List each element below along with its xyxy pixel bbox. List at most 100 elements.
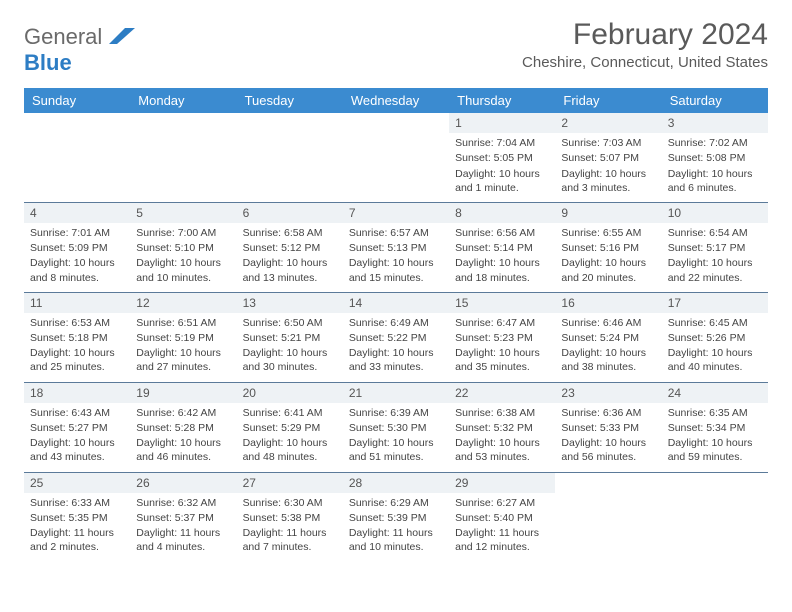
sunset-text: Sunset: 5:28 PM — [136, 421, 230, 435]
daylight-text: Daylight: 11 hours and 10 minutes. — [349, 526, 443, 554]
day-cell: 20Sunrise: 6:41 AMSunset: 5:29 PMDayligh… — [237, 383, 343, 472]
day-number: 7 — [343, 203, 449, 223]
sunrise-text: Sunrise: 6:38 AM — [455, 406, 549, 420]
sunset-text: Sunset: 5:34 PM — [668, 421, 762, 435]
day-number: 8 — [449, 203, 555, 223]
sunset-text: Sunset: 5:21 PM — [243, 331, 337, 345]
day-cell: 24Sunrise: 6:35 AMSunset: 5:34 PMDayligh… — [662, 383, 768, 472]
sunset-text: Sunset: 5:30 PM — [349, 421, 443, 435]
sunrise-text: Sunrise: 6:47 AM — [455, 316, 549, 330]
day-number: 5 — [130, 203, 236, 223]
sunrise-text: Sunrise: 6:56 AM — [455, 226, 549, 240]
day-cell: 11Sunrise: 6:53 AMSunset: 5:18 PMDayligh… — [24, 293, 130, 382]
daylight-text: Daylight: 10 hours and 35 minutes. — [455, 346, 549, 374]
day-number: 2 — [555, 113, 661, 133]
daylight-text: Daylight: 10 hours and 59 minutes. — [668, 436, 762, 464]
day-number: 4 — [24, 203, 130, 223]
day-number: 17 — [662, 293, 768, 313]
sunrise-text: Sunrise: 6:30 AM — [243, 496, 337, 510]
sunset-text: Sunset: 5:37 PM — [136, 511, 230, 525]
day-number: 23 — [555, 383, 661, 403]
weekday-label: Wednesday — [343, 88, 449, 113]
day-cell: 1 Sunrise: 7:04 AMSunset: 5:05 PM Daylight… — [449, 113, 555, 202]
day-cell: 19Sunrise: 6:42 AMSunset: 5:28 PMDayligh… — [130, 383, 236, 472]
daylight-text: Daylight: 11 hours and 12 minutes. — [455, 526, 549, 554]
week-row: 4Sunrise: 7:01 AMSunset: 5:09 PMDaylight… — [24, 203, 768, 293]
sunset-text: Sunset: 5:18 PM — [30, 331, 124, 345]
week-row: 25Sunrise: 6:33 AMSunset: 5:35 PMDayligh… — [24, 473, 768, 562]
sunset-text: Sunset: 5:16 PM — [561, 241, 655, 255]
sunrise-text: Sunrise: 6:36 AM — [561, 406, 655, 420]
sunset-text: Sunset: 5:10 PM — [136, 241, 230, 255]
location-text: Cheshire, Connecticut, United States — [522, 54, 768, 71]
month-title: February 2024 — [522, 18, 768, 52]
sunset-text: Sunset: 5:14 PM — [455, 241, 549, 255]
sunset-text: Sunset: 5:38 PM — [243, 511, 337, 525]
sunset-text: Sunset: 5:32 PM — [455, 421, 549, 435]
flag-icon — [109, 28, 135, 44]
day-cell: 25Sunrise: 6:33 AMSunset: 5:35 PMDayligh… — [24, 473, 130, 562]
day-cell: 16Sunrise: 6:46 AMSunset: 5:24 PMDayligh… — [555, 293, 661, 382]
weeks-container: 1 Sunrise: 7:04 AMSunset: 5:05 PM Daylight… — [24, 113, 768, 561]
daylight-text: Daylight: 10 hours and 22 minutes. — [668, 256, 762, 284]
sunset-text: Sunset: 5:40 PM — [455, 511, 549, 525]
title-block: February 2024 Cheshire, Connecticut, Uni… — [522, 18, 768, 71]
sunrise-text: Sunrise: 6:50 AM — [243, 316, 337, 330]
daylight-text: Daylight: 10 hours and 33 minutes. — [349, 346, 443, 374]
daylight-text: Daylight: 10 hours and 8 minutes. — [30, 256, 124, 284]
day-number: 28 — [343, 473, 449, 493]
header: General Blue February 2024 Cheshire, Con… — [24, 18, 768, 76]
sunrise-text: Sunrise: 6:54 AM — [668, 226, 762, 240]
sunrise-text: Sunrise: 6:49 AM — [349, 316, 443, 330]
week-row: 18Sunrise: 6:43 AMSunset: 5:27 PMDayligh… — [24, 383, 768, 473]
day-number: 16 — [555, 293, 661, 313]
day-cell: 10Sunrise: 6:54 AMSunset: 5:17 PMDayligh… — [662, 203, 768, 292]
sunrise-text: Sunrise: 7:01 AM — [30, 226, 124, 240]
daylight-text: Daylight: 10 hours and 1 minute. — [455, 167, 549, 195]
sunset-text: Sunset: 5:13 PM — [349, 241, 443, 255]
daylight-text: Daylight: 11 hours and 4 minutes. — [136, 526, 230, 554]
day-cell: 7Sunrise: 6:57 AMSunset: 5:13 PMDaylight… — [343, 203, 449, 292]
day-number: 20 — [237, 383, 343, 403]
daylight-text: Daylight: 11 hours and 7 minutes. — [243, 526, 337, 554]
sunset-text: Sunset: 5:05 PM — [455, 151, 549, 165]
sunrise-text: Sunrise: 6:41 AM — [243, 406, 337, 420]
day-number: 11 — [24, 293, 130, 313]
daylight-text: Daylight: 10 hours and 51 minutes. — [349, 436, 443, 464]
day-cell — [555, 473, 661, 562]
sunrise-text: Sunrise: 6:27 AM — [455, 496, 549, 510]
day-cell: 21Sunrise: 6:39 AMSunset: 5:30 PMDayligh… — [343, 383, 449, 472]
sunrise-text: Sunrise: 6:33 AM — [30, 496, 124, 510]
day-number: 15 — [449, 293, 555, 313]
day-number: 22 — [449, 383, 555, 403]
weekday-label: Tuesday — [237, 88, 343, 113]
sunset-text: Sunset: 5:23 PM — [455, 331, 549, 345]
daylight-text: Daylight: 10 hours and 38 minutes. — [561, 346, 655, 374]
sunset-text: Sunset: 5:26 PM — [668, 331, 762, 345]
day-number: 10 — [662, 203, 768, 223]
brand-part1: General — [24, 24, 102, 49]
sunset-text: Sunset: 5:35 PM — [30, 511, 124, 525]
daylight-text: Daylight: 10 hours and 53 minutes. — [455, 436, 549, 464]
sunset-text: Sunset: 5:24 PM — [561, 331, 655, 345]
sunrise-text: Sunrise: 6:53 AM — [30, 316, 124, 330]
day-cell: 9Sunrise: 6:55 AMSunset: 5:16 PMDaylight… — [555, 203, 661, 292]
day-cell: 4Sunrise: 7:01 AMSunset: 5:09 PMDaylight… — [24, 203, 130, 292]
day-number: 13 — [237, 293, 343, 313]
day-cell — [130, 113, 236, 202]
week-row: 11 Sunrise: 6:53 AMSunset: 5:18 PM Dayligh… — [24, 293, 768, 383]
sunset-text: Sunset: 5:19 PM — [136, 331, 230, 345]
weekday-label: Sunday — [24, 88, 130, 113]
daylight-text: Daylight: 10 hours and 6 minutes. — [668, 167, 762, 195]
sunrise-text: Sunrise: 7:04 AM — [455, 136, 549, 150]
calendar: SundayMondayTuesdayWednesdayThursdayFrid… — [24, 88, 768, 561]
brand-part2: Blue — [24, 50, 72, 75]
day-cell: 17Sunrise: 6:45 AMSunset: 5:26 PMDayligh… — [662, 293, 768, 382]
sunrise-text: Sunrise: 6:58 AM — [243, 226, 337, 240]
day-number: 1 — [449, 113, 555, 133]
daylight-text: Daylight: 10 hours and 43 minutes. — [30, 436, 124, 464]
sunrise-text: Sunrise: 6:43 AM — [30, 406, 124, 420]
daylight-text: Daylight: 10 hours and 18 minutes. — [455, 256, 549, 284]
sunset-text: Sunset: 5:22 PM — [349, 331, 443, 345]
day-cell: 15 Sunrise: 6:47 AMSunset: 5:23 PMDayligh… — [449, 293, 555, 382]
